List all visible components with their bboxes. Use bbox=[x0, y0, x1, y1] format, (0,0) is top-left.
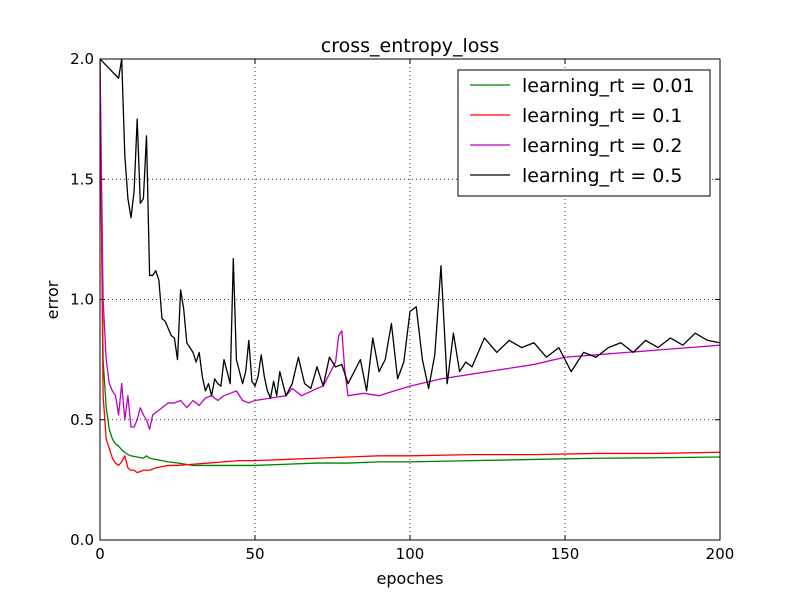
x-tick-label-2: 100 bbox=[396, 545, 425, 563]
legend-items: learning_rt = 0.01 learning_rt = 0.1 learn… bbox=[470, 75, 695, 187]
y-tick-label-4: 2.0 bbox=[70, 50, 94, 68]
plot-frame bbox=[99, 58, 721, 541]
x-tick-label-4: 200 bbox=[706, 545, 735, 563]
legend-label-4: learning_rt = 0.5 bbox=[522, 165, 683, 187]
series-line-1 bbox=[100, 83, 720, 467]
x-tick-label-0: 0 bbox=[95, 545, 105, 563]
legend-label-3: learning_rt = 0.2 bbox=[522, 135, 683, 157]
y-tick-label-3: 1.5 bbox=[70, 170, 94, 188]
y-tick-label-2: 1.0 bbox=[70, 291, 94, 309]
x-tick-label-1: 50 bbox=[245, 545, 264, 563]
legend: learning_rt = 0.01 learning_rt = 0.1 learn… bbox=[457, 69, 711, 197]
y-axis-label: error bbox=[43, 280, 62, 319]
tick-layer: 0 50 100 150 200 0.0 0.5 1.0 1.5 2.0 bbox=[70, 50, 734, 563]
x-axis-label: epoches bbox=[377, 569, 444, 588]
chart-title: cross_entropy_loss bbox=[321, 35, 499, 57]
series-line-2 bbox=[100, 59, 720, 474]
y-tick-label-0: 0.0 bbox=[70, 531, 94, 549]
legend-label-1: learning_rt = 0.01 bbox=[522, 75, 695, 97]
legend-label-2: learning_rt = 0.1 bbox=[522, 105, 683, 127]
series-line-4 bbox=[100, 59, 720, 399]
series-line-3 bbox=[100, 59, 720, 431]
series-layer bbox=[100, 59, 720, 474]
y-tick-label-1: 0.5 bbox=[70, 411, 94, 429]
x-tick-label-3: 150 bbox=[551, 545, 580, 563]
